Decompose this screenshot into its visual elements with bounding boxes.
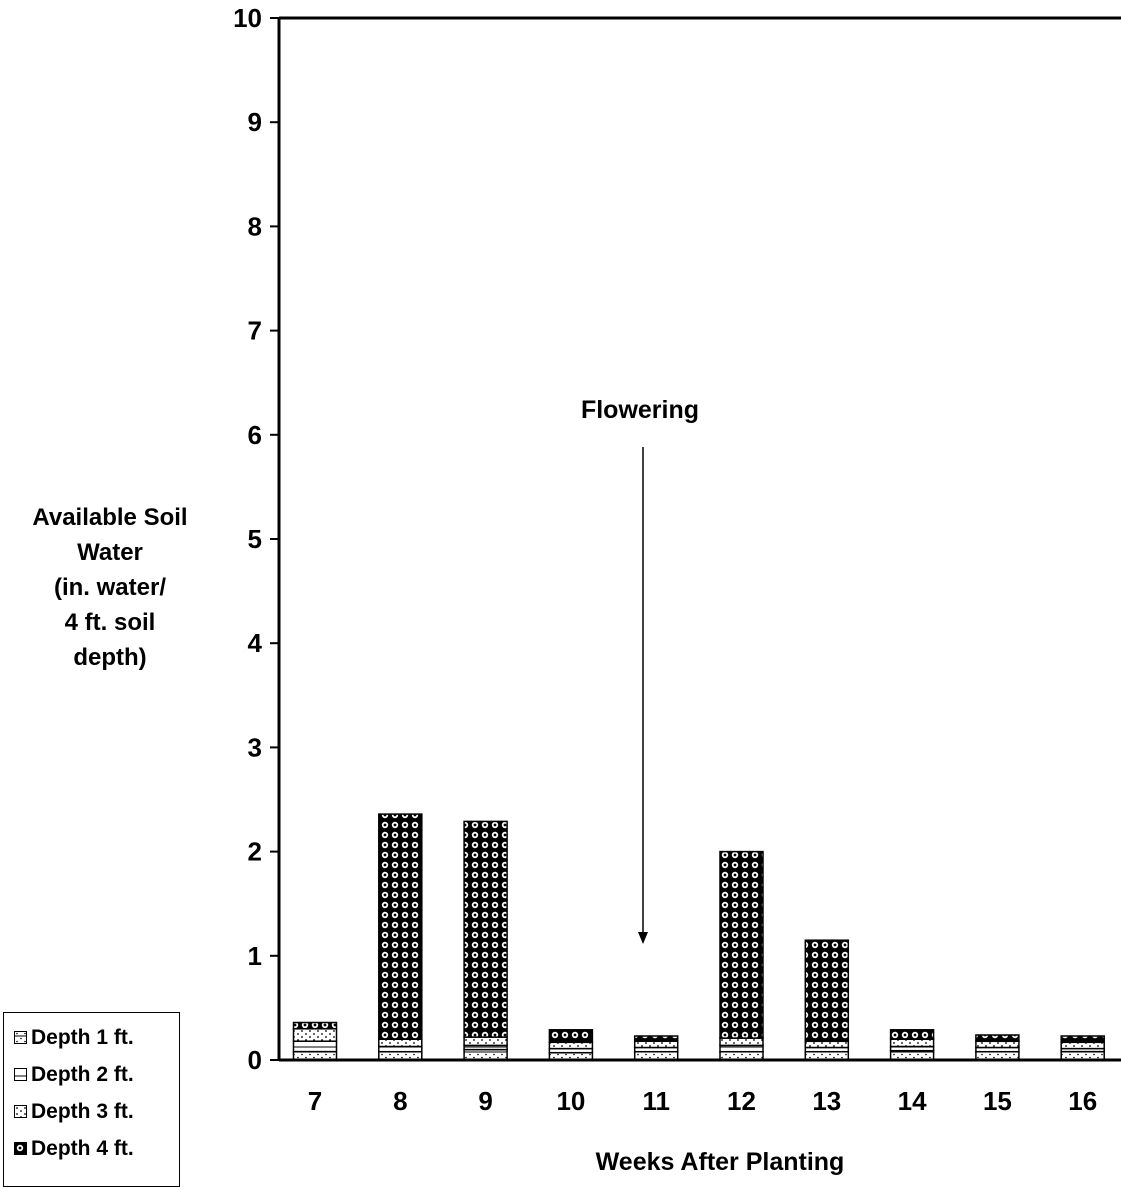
y-axis-title-line-1: Available Soil: [32, 504, 188, 531]
y-tick-label: 1: [248, 941, 262, 971]
bar-week-10-depth-3: [548, 1041, 594, 1050]
bar-week-7-depth-3: [292, 1027, 338, 1042]
x-ticks: 7 8 9 10 11 12 13 14 15 16: [308, 1086, 1097, 1116]
bar-week-12-depth-4: [719, 850, 764, 1039]
y-axis-title-line-2: Water: [77, 539, 143, 566]
bar-week-11-depth-3: [633, 1040, 679, 1049]
y-tick-label: 6: [248, 420, 262, 450]
bar-week-16-depth-4: [1060, 1035, 1105, 1044]
y-tick-label: 3: [248, 732, 262, 762]
bar-week-7-depth-4: [292, 1021, 338, 1030]
bar-week-9-depth-4: [463, 820, 508, 1038]
x-tick-label: 8: [393, 1086, 407, 1116]
legend-label: Depth 4 ft.: [31, 1136, 134, 1160]
y-tick-label: 8: [248, 211, 262, 241]
bar-week-10-depth-4: [548, 1029, 594, 1044]
y-axis-title: Available Soil Water (in. water/ 4 ft. s…: [0, 500, 220, 675]
x-tick-label: 14: [898, 1086, 927, 1116]
x-tick-label: 15: [983, 1086, 1012, 1116]
y-tick-label: 2: [248, 837, 262, 867]
legend-item-depth-2: Depth 2 ft.: [4, 1056, 179, 1093]
legend-item-depth-3: Depth 3 ft.: [4, 1093, 179, 1130]
x-tick-label: 13: [812, 1086, 841, 1116]
bars-layer: [292, 813, 1105, 1061]
bar-week-13-depth-3: [804, 1040, 850, 1049]
y-tick-label: 5: [248, 524, 262, 554]
legend-label: Depth 1 ft.: [31, 1025, 134, 1049]
legend-swatch-depth-1: [14, 1031, 27, 1044]
y-tick-label: 4: [248, 628, 263, 658]
y-tick-label: 0: [248, 1045, 262, 1075]
legend-label: Depth 3 ft.: [31, 1099, 134, 1123]
legend-label: Depth 2 ft.: [31, 1062, 134, 1086]
legend-item-depth-1: Depth 1 ft.: [4, 1019, 179, 1056]
annotation-arrow-head: [638, 932, 648, 944]
legend-swatch-depth-4: [14, 1142, 27, 1155]
legend-swatch-depth-3: [14, 1105, 27, 1118]
legend-item-depth-4: Depth 4 ft.: [4, 1130, 179, 1167]
bar-week-8-depth-4: [378, 813, 423, 1040]
bar-week-15-depth-4: [975, 1034, 1020, 1043]
bar-week-15-depth-3: [975, 1040, 1020, 1049]
bar-week-12-depth-2: [719, 1044, 764, 1053]
y-tick-label: 7: [248, 316, 262, 346]
y-tick-label: 10: [233, 3, 262, 33]
bar-week-11-depth-4: [633, 1035, 679, 1042]
x-tick-label: 11: [642, 1086, 670, 1116]
bar-week-9-depth-1: [463, 1048, 508, 1061]
bar-week-13-depth-4: [804, 939, 850, 1043]
bar-week-8-depth-2: [378, 1045, 423, 1053]
legend-swatch-depth-2: [14, 1068, 27, 1081]
annotation-label: Flowering: [581, 396, 699, 424]
y-ticks: 0 1 2 3 4 5 6 7 8 9 10: [233, 3, 279, 1075]
bar-week-14-depth-3: [889, 1038, 935, 1048]
bar-week-16-depth-3: [1060, 1041, 1105, 1050]
legend: Depth 1 ft. Depth 2 ft. Depth 3 ft. Dept…: [3, 1012, 180, 1187]
y-tick-label: 9: [248, 107, 262, 137]
x-tick-label: 16: [1068, 1086, 1097, 1116]
y-axis-title-line-3: (in. water/: [53, 574, 167, 601]
bar-week-9-depth-3: [463, 1036, 508, 1047]
y-axis-title-line-5: depth): [73, 644, 147, 671]
x-tick-label: 9: [478, 1086, 492, 1116]
x-tick-label: 10: [556, 1086, 585, 1116]
x-axis-title: Weeks After Planting: [596, 1148, 845, 1176]
x-tick-label: 12: [727, 1086, 756, 1116]
bar-week-14-depth-4: [889, 1029, 935, 1040]
y-axis-title-line-4: 4 ft. soil: [64, 609, 156, 636]
x-tick-label: 7: [308, 1086, 322, 1116]
bar-week-12-depth-3: [719, 1037, 764, 1047]
bar-week-8-depth-3: [378, 1038, 423, 1048]
bar-week-7-depth-2: [292, 1040, 338, 1053]
